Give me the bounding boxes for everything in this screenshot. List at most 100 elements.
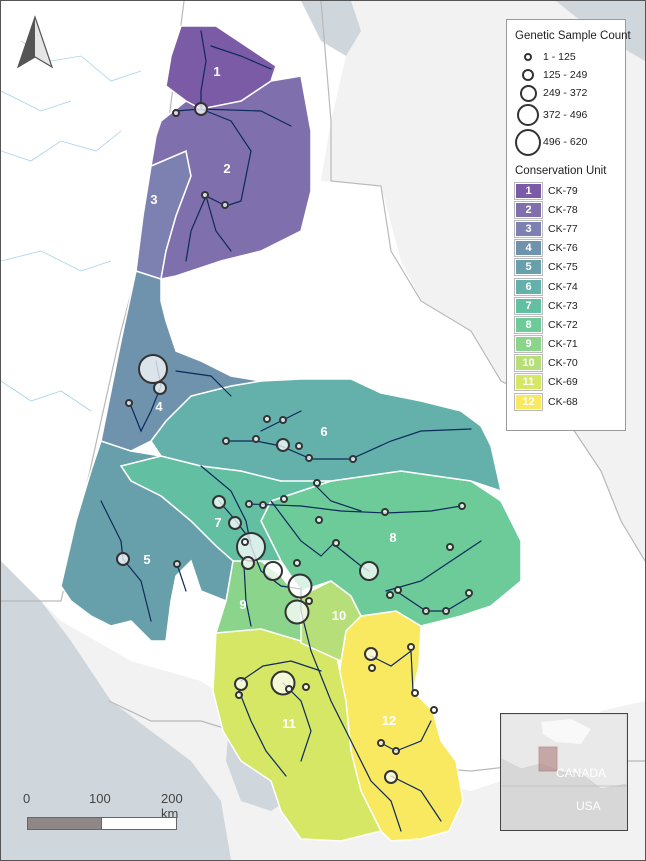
cu-label: CK-76: [548, 242, 578, 255]
sample-point[interactable]: [212, 495, 226, 509]
sample-point[interactable]: [259, 501, 267, 509]
sample-point[interactable]: [465, 589, 473, 597]
sample-point[interactable]: [116, 552, 130, 566]
region-label-5: 5: [143, 552, 150, 567]
sample-point[interactable]: [194, 102, 208, 116]
region-label-4: 4: [155, 399, 163, 414]
sample-point[interactable]: [305, 454, 313, 462]
cu-label: CK-68: [548, 395, 578, 408]
sample-point[interactable]: [332, 539, 340, 547]
sample-point[interactable]: [386, 591, 394, 599]
size-legend-label: 125 - 249: [543, 69, 588, 81]
cu-label: CK-77: [548, 222, 578, 235]
sample-point[interactable]: [422, 607, 430, 615]
region-label-1: 1: [213, 64, 220, 79]
sample-point[interactable]: [234, 677, 248, 691]
sample-point[interactable]: [279, 416, 287, 424]
size-circle-icon: [524, 53, 532, 61]
sample-point[interactable]: [377, 739, 385, 747]
inset-canada-label: CANADA: [556, 766, 606, 780]
inset-map-canvas: CANADA USA: [501, 714, 627, 830]
cu-legend: 1 CK-79 2 CK-78 3 CK-77 4 CK-76 5 CK-75 6 CK-74 7 CK-…: [514, 181, 618, 411]
legend-sample-title: Genetic Sample Count: [515, 30, 631, 42]
size-circle-icon: [522, 69, 534, 81]
map-legend: Genetic Sample Count 1 - 125 125 - 249 249…: [506, 19, 631, 431]
sample-point[interactable]: [276, 438, 290, 452]
sample-point[interactable]: [359, 561, 379, 581]
scale-segment-dark: [27, 817, 103, 830]
region-label-10: 10: [332, 608, 346, 623]
sample-point[interactable]: [284, 599, 310, 625]
sample-point[interactable]: [241, 556, 255, 570]
sample-point[interactable]: [368, 664, 376, 672]
sample-point[interactable]: [305, 597, 313, 605]
sample-point[interactable]: [295, 442, 303, 450]
region-label-6: 6: [320, 424, 327, 439]
cu-swatch: 6: [514, 277, 543, 296]
size-legend-symbol: [515, 53, 541, 61]
cu-label: CK-69: [548, 376, 578, 389]
size-legend: 1 - 125 125 - 249 249 - 372 372 - 496 496 - …: [515, 48, 618, 157]
sample-point[interactable]: [172, 109, 180, 117]
sample-point[interactable]: [302, 683, 310, 691]
sample-point[interactable]: [280, 495, 288, 503]
sample-point[interactable]: [153, 381, 167, 395]
size-legend-symbol: [515, 84, 541, 102]
sample-point[interactable]: [384, 770, 398, 784]
sample-point[interactable]: [228, 516, 242, 530]
sample-point[interactable]: [263, 415, 271, 423]
sample-point[interactable]: [442, 607, 450, 615]
sample-point[interactable]: [381, 508, 389, 516]
sample-point[interactable]: [138, 354, 168, 384]
sample-point[interactable]: [458, 502, 466, 510]
sample-point[interactable]: [252, 435, 260, 443]
sample-point[interactable]: [235, 691, 243, 699]
cu-swatch: 10: [514, 354, 543, 373]
cu-swatch: 8: [514, 315, 543, 334]
sample-point[interactable]: [313, 479, 321, 487]
sample-point[interactable]: [285, 685, 293, 693]
sample-point[interactable]: [293, 559, 301, 567]
legend-cu-title: Conservation Unit: [515, 165, 607, 177]
sample-point[interactable]: [125, 399, 133, 407]
size-legend-symbol: [515, 103, 541, 126]
size-legend-label: 1 - 125: [543, 51, 576, 63]
cu-legend-row: 12 CK-68: [514, 392, 618, 411]
size-circle-icon: [519, 84, 537, 102]
scale-bar: 0 100 200 km: [23, 791, 183, 831]
size-circle-icon: [517, 103, 539, 126]
region-label-2: 2: [223, 161, 230, 176]
scale-tick-100: 100: [89, 791, 111, 806]
sample-point[interactable]: [287, 573, 313, 599]
sample-point[interactable]: [407, 643, 415, 651]
cu-legend-row: 10 CK-70: [514, 354, 618, 373]
inset-map: CANADA USA: [500, 713, 628, 831]
sample-point[interactable]: [364, 647, 378, 661]
sample-point[interactable]: [315, 516, 323, 524]
sample-point[interactable]: [201, 191, 209, 199]
cu-region-5: [60, 440, 234, 642]
scale-segment-light: [101, 817, 177, 830]
sample-point[interactable]: [446, 543, 454, 551]
size-legend-label: 372 - 496: [543, 108, 588, 121]
sample-point[interactable]: [245, 500, 253, 508]
cu-swatch: 5: [514, 258, 543, 277]
sample-point[interactable]: [222, 437, 230, 445]
sample-point[interactable]: [263, 561, 283, 581]
sample-point[interactable]: [392, 747, 400, 755]
sample-point[interactable]: [221, 201, 229, 209]
sample-point[interactable]: [394, 586, 402, 594]
size-legend-symbol: [515, 69, 541, 81]
sample-point[interactable]: [430, 706, 438, 714]
size-legend-row: 372 - 496: [515, 102, 618, 127]
cu-region-1: [165, 25, 277, 110]
sample-point[interactable]: [241, 538, 249, 546]
region-label-8: 8: [389, 530, 396, 545]
sample-point[interactable]: [411, 689, 419, 697]
sample-point[interactable]: [173, 560, 181, 568]
sample-point[interactable]: [349, 455, 357, 463]
cu-legend-row: 6 CK-74: [514, 277, 618, 296]
size-legend-row: 125 - 249: [515, 66, 618, 84]
